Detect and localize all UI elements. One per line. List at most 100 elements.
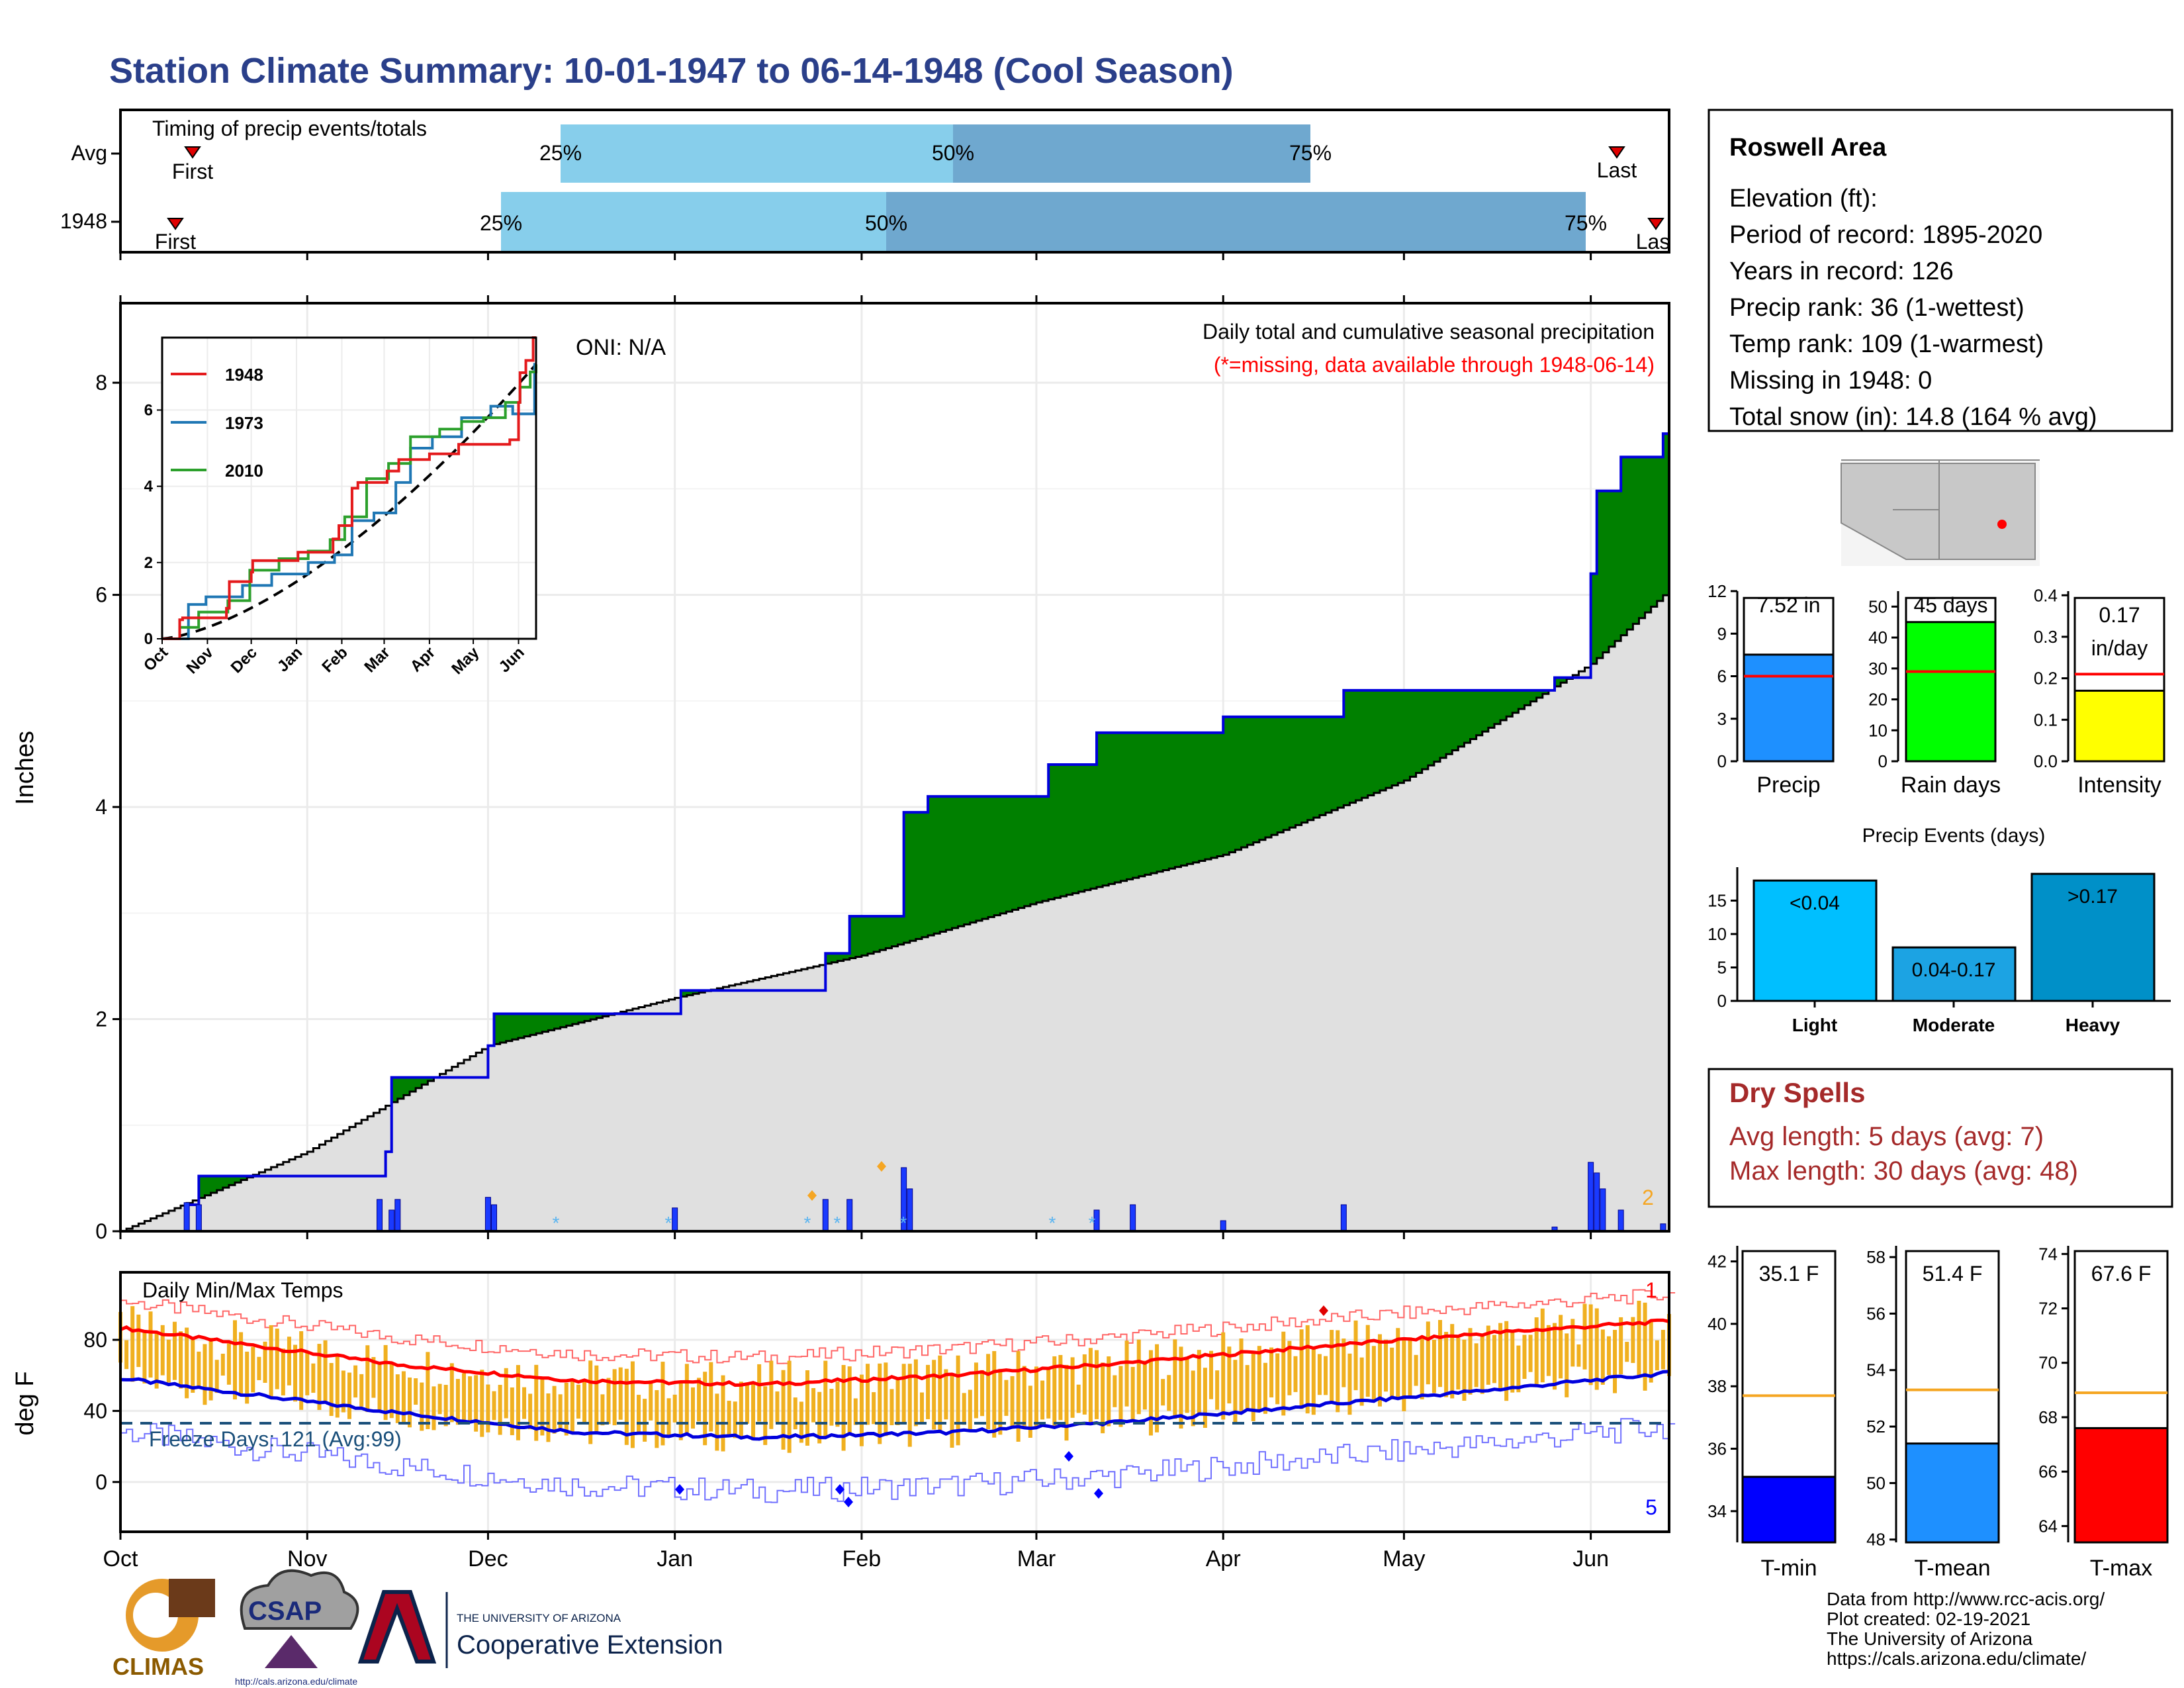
timing-row-1948: 1948 (60, 209, 107, 233)
daily-temp-bar (1432, 1339, 1436, 1393)
y1948-first-label: First (155, 230, 196, 254)
temp-y-tick: 80 (83, 1328, 107, 1352)
daily-temp-bar (311, 1363, 316, 1393)
daily-temp-bar (281, 1348, 285, 1396)
daily-temp-bar (1130, 1366, 1135, 1423)
daily-temp-bar (1516, 1345, 1521, 1393)
temp-summary-y-tick: 54 (1866, 1360, 1886, 1380)
record-high-count: 1 (1645, 1278, 1657, 1302)
daily-temp-bar (179, 1331, 183, 1389)
daily-temp-bar (395, 1374, 400, 1423)
avg-last-marker (1608, 146, 1625, 159)
svg-text:*: * (900, 1213, 907, 1233)
daily-temp-bar (166, 1339, 171, 1383)
daily-temp-bar (684, 1364, 689, 1433)
daily-precip-bar (484, 1197, 491, 1232)
temp-summary-y-tick: 36 (1707, 1439, 1727, 1459)
daily-temp-bar (660, 1362, 665, 1446)
info-line: Elevation (ft): (1729, 185, 1878, 212)
temp-x-tick: May (1383, 1546, 1425, 1571)
daily-temp-bar (606, 1378, 611, 1425)
daily-precip-bar (1594, 1172, 1600, 1232)
temp-x-tick: Jan (657, 1546, 693, 1571)
inset-y-tick: 6 (144, 401, 153, 419)
daily-temp-bar (1546, 1325, 1551, 1376)
summary-bar-label: Rain days (1901, 773, 2001, 798)
daily-temp-bar (437, 1383, 442, 1415)
daily-temp-bar (130, 1306, 135, 1382)
y1948-p25-label: 25% (480, 211, 522, 235)
daily-temp-bar (1088, 1348, 1093, 1424)
daily-temp-bar (889, 1389, 894, 1425)
summary-y-tick: 0.4 (2034, 585, 2058, 605)
daily-precip-bar (1340, 1204, 1347, 1232)
daily-temp-bar (841, 1365, 846, 1451)
ua-small-text: THE UNIVERSITY OF ARIZONA (457, 1612, 621, 1624)
daily-temp-bar (950, 1374, 954, 1448)
daily-temp-bar (618, 1367, 623, 1420)
daily-temp-bar (727, 1401, 731, 1437)
daily-temp-bar (878, 1363, 882, 1444)
daily-temp-bar (432, 1386, 436, 1430)
daily-temp-bar (866, 1364, 870, 1425)
daily-temp-bar (305, 1352, 310, 1395)
daily-temp-bar (1113, 1375, 1117, 1407)
daily-temp-bar (275, 1329, 279, 1389)
csap-url: http://cals.arizona.edu/climate (235, 1676, 357, 1687)
temp-summary-y-tick: 58 (1866, 1247, 1886, 1267)
temp-summary-y-tick: 34 (1707, 1501, 1727, 1521)
daily-temp-bar (124, 1340, 129, 1370)
daily-temp-bar (576, 1384, 580, 1419)
above-average-area (199, 434, 1670, 1198)
daily-temp-bar (1510, 1329, 1515, 1393)
daily-temp-bar (1101, 1362, 1105, 1434)
summary-y-tick: 0.0 (2034, 751, 2058, 771)
inset-x-tick: May (448, 643, 483, 679)
daily-temp-bar (1613, 1329, 1617, 1393)
daily-temp-bar (1118, 1366, 1123, 1427)
dry-spells-title: Dry Spells (1729, 1077, 1865, 1108)
daily-temp-bar (516, 1365, 520, 1440)
temp-summary-y-tick: 66 (2038, 1462, 2058, 1481)
daily-temp-bar (655, 1390, 659, 1448)
daily-temp-bar (1251, 1351, 1255, 1421)
daily-temp-bar (757, 1364, 762, 1422)
daily-temp-bar (1553, 1323, 1557, 1390)
info-line: Temp rank: 109 (1-warmest) (1729, 330, 2044, 358)
daily-temp-bar (251, 1346, 255, 1393)
record-min-line (120, 1418, 1676, 1503)
daily-temp-bar (1293, 1356, 1298, 1392)
daily-temp-bar (703, 1372, 707, 1446)
temp-summary-y-tick: 48 (1866, 1530, 1886, 1550)
avg-first-marker (184, 146, 201, 159)
daily-temp-bar (245, 1351, 250, 1404)
precip-markers: * * * * * * * (553, 1161, 1096, 1233)
precip-y-tick: 0 (95, 1219, 107, 1243)
daily-temp-bar (1040, 1380, 1045, 1420)
summary-bar-label: Intensity (2077, 773, 2161, 798)
climas-logo-text: CLIMAS (113, 1653, 204, 1680)
daily-temp-bar (263, 1341, 267, 1383)
summary-value-label: 45 days (1913, 593, 1987, 617)
svg-text:*: * (1049, 1213, 1056, 1233)
event-bar (2030, 872, 2156, 1002)
temp-summary-value-label: 35.1 F (1759, 1262, 1819, 1286)
temp-y-tick: 40 (83, 1399, 107, 1423)
daily-temp-bar (739, 1382, 743, 1438)
cumulative-1948-line (120, 432, 1669, 1233)
oni-label: ONI: N/A (576, 335, 666, 360)
daily-temp-bar (1534, 1317, 1539, 1385)
daily-temp-bar (480, 1370, 484, 1437)
record-max-line (120, 1289, 1676, 1364)
temp-label: Daily Min/Max Temps (142, 1278, 343, 1302)
daily-temp-bar (1384, 1339, 1388, 1392)
inset-x-tick: Oct (140, 643, 171, 675)
inset-y-tick: 0 (144, 630, 153, 648)
daily-temp-bar (257, 1356, 261, 1380)
daily-precip-bar (1220, 1220, 1226, 1232)
summary-y-tick: 6 (1717, 667, 1727, 686)
average-min-line (120, 1370, 1670, 1441)
inset-x-tick: Mar (361, 643, 393, 676)
daily-temp-bar (142, 1331, 147, 1384)
temp-summary-value-label: 51.4 F (1923, 1262, 1983, 1286)
